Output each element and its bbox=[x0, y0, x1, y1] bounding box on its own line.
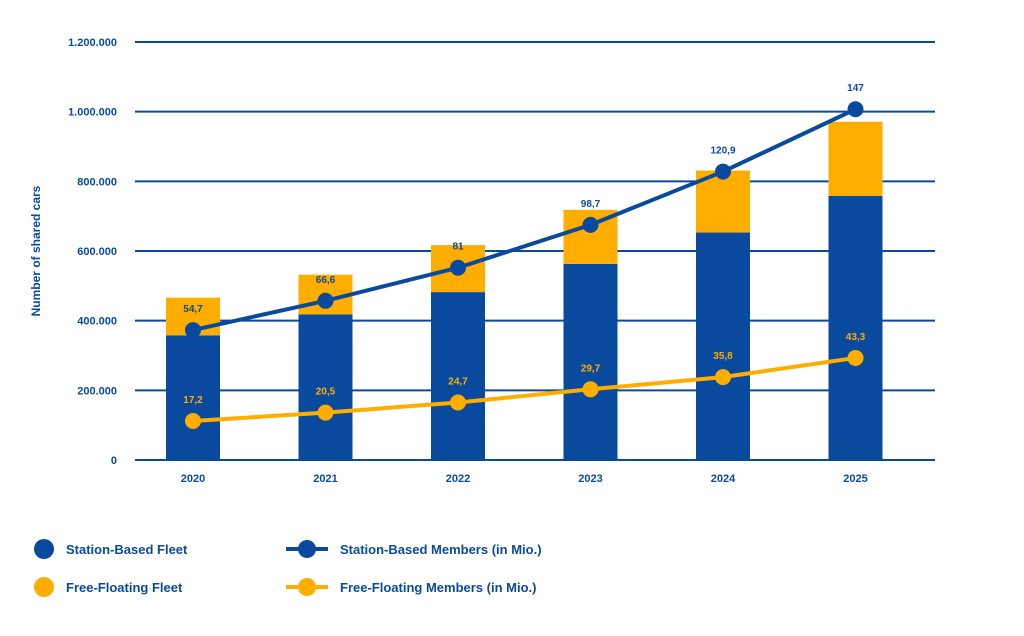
line-data-label: 54,7 bbox=[183, 304, 203, 315]
legend: Station-Based Fleet Free-Floating Fleet St… bbox=[34, 539, 542, 597]
y-tick-label: 1.000.000 bbox=[68, 107, 117, 119]
y-tick-label: 400.000 bbox=[77, 316, 117, 328]
line-data-label: 43,3 bbox=[846, 332, 866, 343]
line-point bbox=[450, 259, 466, 276]
x-tick-label: 2021 bbox=[313, 473, 337, 485]
legend-free-floating-members: Free-Floating Members (in Mio.) bbox=[286, 578, 536, 596]
x-tick-label: 2022 bbox=[446, 473, 470, 485]
line-data-label: 120,9 bbox=[710, 146, 735, 157]
y-tick-label: 0 bbox=[111, 455, 117, 467]
y-tick-label: 1.200.000 bbox=[68, 37, 117, 49]
line-data-label: 17,2 bbox=[183, 395, 203, 406]
legend-swatch bbox=[298, 540, 316, 558]
stacked-bars bbox=[166, 121, 883, 461]
line-data-label: 35,8 bbox=[713, 351, 733, 362]
bar-station-based-fleet bbox=[828, 195, 883, 461]
line-station-based-members bbox=[192, 107, 857, 333]
line-data-label: 147 bbox=[847, 83, 864, 94]
line-point bbox=[582, 216, 599, 233]
line-point bbox=[847, 349, 864, 366]
line-point bbox=[185, 412, 201, 429]
legend-station-based-members: Station-Based Members (in Mio.) bbox=[286, 540, 542, 558]
line-point bbox=[582, 381, 599, 398]
line-point bbox=[317, 292, 334, 309]
y-axis-title: Number of shared cars bbox=[29, 185, 43, 316]
line-point bbox=[715, 369, 731, 386]
y-tick-label: 200.000 bbox=[77, 385, 117, 397]
legend-label: Station-Based Fleet bbox=[66, 542, 188, 557]
line-point bbox=[847, 101, 864, 118]
legend-label: Free-Floating Fleet bbox=[66, 580, 183, 595]
line-data-label: 24,7 bbox=[448, 377, 468, 388]
legend-swatch bbox=[34, 539, 54, 559]
legend-station-based-fleet: Station-Based Fleet bbox=[34, 539, 188, 559]
legend-label: Free-Floating Members (in Mio.) bbox=[340, 580, 536, 595]
line-point bbox=[450, 394, 466, 411]
line-point bbox=[317, 404, 334, 421]
bar-station-based-fleet bbox=[298, 314, 353, 460]
gridlines bbox=[135, 41, 935, 461]
line-free-floating-members bbox=[192, 355, 856, 423]
member-lines: 54,7 66,6 81 98,7 120,9 147 17,2 20,5 24,7 29,7 35… bbox=[183, 83, 866, 429]
line-point bbox=[715, 163, 731, 180]
legend-swatch bbox=[298, 578, 316, 596]
bar-station-based-fleet bbox=[563, 263, 618, 460]
x-tick-label: 2023 bbox=[578, 473, 602, 485]
legend-swatch bbox=[34, 577, 54, 597]
legend-label: Station-Based Members (in Mio.) bbox=[340, 542, 542, 557]
y-tick-label: 800.000 bbox=[77, 176, 117, 188]
bar-station-based-fleet bbox=[696, 232, 750, 460]
line-data-label: 66,6 bbox=[316, 275, 336, 286]
x-axis-ticks: 2020 2021 2022 2023 2024 2025 bbox=[181, 473, 868, 485]
line-data-label: 98,7 bbox=[581, 199, 601, 210]
line-data-label: 81 bbox=[452, 242, 464, 253]
x-tick-label: 2025 bbox=[843, 473, 867, 485]
bar-station-based-fleet bbox=[431, 292, 485, 460]
y-axis-ticks: 0 200.000 400.000 600.000 800.000 1.000.000 1.… bbox=[68, 37, 117, 467]
bar-station-based-fleet bbox=[166, 335, 220, 460]
y-tick-label: 600.000 bbox=[77, 246, 117, 258]
x-tick-label: 2024 bbox=[711, 473, 736, 485]
bar-free-floating-fleet bbox=[828, 121, 883, 196]
line-data-label: 29,7 bbox=[581, 363, 601, 374]
line-data-label: 20,5 bbox=[316, 387, 336, 398]
x-tick-label: 2020 bbox=[181, 473, 205, 485]
line-point bbox=[185, 322, 201, 339]
legend-free-floating-fleet: Free-Floating Fleet bbox=[34, 577, 183, 597]
